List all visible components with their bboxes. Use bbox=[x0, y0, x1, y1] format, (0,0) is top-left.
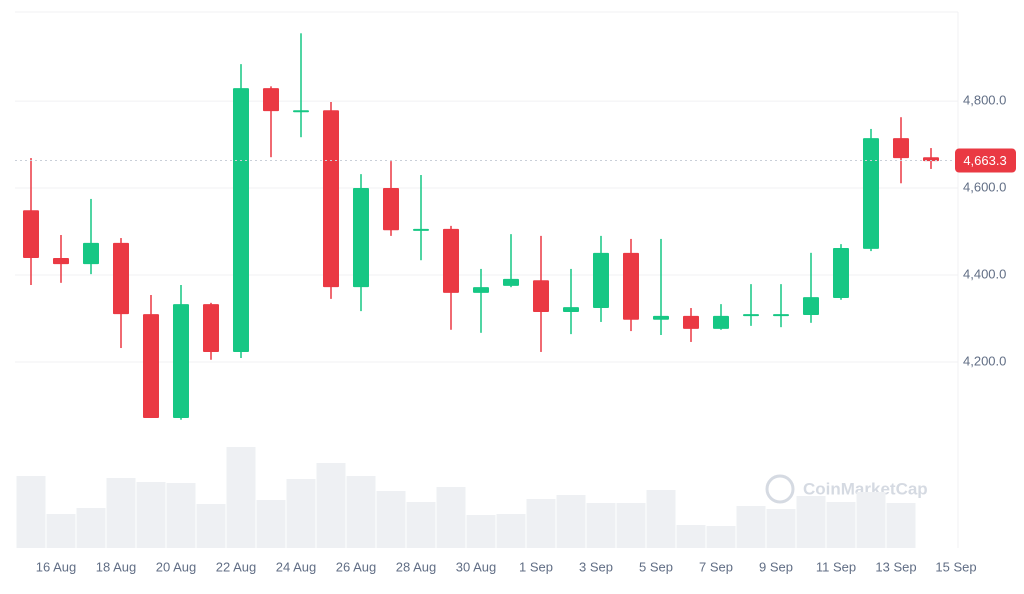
volume-bar bbox=[106, 478, 136, 548]
x-tick-label: 26 Aug bbox=[336, 559, 377, 574]
volume-bar bbox=[556, 495, 586, 548]
candle-body bbox=[323, 110, 339, 288]
volume-bar bbox=[706, 526, 736, 548]
candle-body bbox=[23, 210, 39, 259]
candle-body bbox=[653, 315, 669, 320]
candle-body bbox=[83, 242, 99, 265]
candle-body bbox=[443, 228, 459, 293]
volume-bar bbox=[736, 506, 766, 548]
volume-bar bbox=[796, 496, 826, 548]
x-tick-label: 18 Aug bbox=[96, 559, 137, 574]
x-tick-label: 1 Sep bbox=[519, 559, 553, 574]
volume-bar bbox=[616, 503, 646, 548]
volume-bar bbox=[136, 482, 166, 548]
candle-body bbox=[353, 188, 369, 288]
x-tick-label: 30 Aug bbox=[456, 559, 497, 574]
volume-bar bbox=[586, 503, 616, 548]
x-tick-label: 13 Sep bbox=[875, 559, 916, 574]
candle-body bbox=[803, 297, 819, 315]
volume-bar bbox=[346, 476, 376, 548]
volume-bar bbox=[886, 503, 916, 548]
watermark-logo bbox=[765, 474, 795, 504]
volume-bar bbox=[406, 502, 436, 548]
candle-body bbox=[113, 242, 129, 315]
y-tick-label: 4,400.0 bbox=[963, 266, 1006, 281]
x-tick-label: 11 Sep bbox=[816, 559, 856, 574]
volume-bar bbox=[166, 483, 196, 548]
current-price-label: 4,663.3 bbox=[963, 153, 1006, 168]
current-price-tag bbox=[955, 148, 1016, 173]
volume-bar bbox=[526, 499, 556, 548]
candle-body bbox=[833, 248, 849, 299]
volume-bar bbox=[316, 463, 346, 548]
volume-bar bbox=[766, 509, 796, 548]
candle-body bbox=[173, 304, 189, 419]
x-tick-label: 5 Sep bbox=[639, 559, 673, 574]
candle-body bbox=[233, 88, 249, 352]
candle-body bbox=[563, 307, 579, 312]
candle-body bbox=[293, 110, 309, 113]
volume-bar bbox=[256, 500, 286, 548]
x-tick-label: 28 Aug bbox=[396, 559, 437, 574]
x-tick-label: 9 Sep bbox=[759, 559, 793, 574]
watermark-text: CoinMarketCap bbox=[803, 479, 928, 498]
candle-body bbox=[533, 280, 549, 312]
candle-body bbox=[503, 278, 519, 286]
volume-bar bbox=[226, 447, 256, 548]
volume-bar bbox=[286, 479, 316, 548]
volume-bar bbox=[826, 502, 856, 548]
x-tick-label: 22 Aug bbox=[216, 559, 257, 574]
x-tick-label: 15 Sep bbox=[935, 559, 976, 574]
volume-bar bbox=[46, 514, 76, 548]
y-tick-label: 4,800.0 bbox=[963, 93, 1006, 108]
volume-bar bbox=[466, 515, 496, 548]
candle-body bbox=[383, 188, 399, 231]
candle-body bbox=[593, 252, 609, 309]
candle-body bbox=[413, 228, 429, 231]
candle-body bbox=[743, 314, 759, 317]
x-tick-label: 24 Aug bbox=[276, 559, 317, 574]
candle-body bbox=[683, 315, 699, 329]
x-tick-label: 16 Aug bbox=[36, 559, 77, 574]
x-tick-label: 20 Aug bbox=[156, 559, 197, 574]
x-tick-label: 3 Sep bbox=[579, 559, 613, 574]
volume-bar bbox=[676, 525, 706, 548]
volume-bar bbox=[16, 476, 46, 548]
candle-body bbox=[53, 258, 69, 265]
candle-body bbox=[773, 314, 789, 317]
volume-bar bbox=[436, 487, 466, 548]
candle-body bbox=[143, 314, 159, 419]
volume-bar bbox=[856, 492, 886, 548]
candle-body bbox=[263, 88, 279, 112]
volume-bar bbox=[76, 508, 106, 548]
watermark: CoinMarketCap bbox=[765, 474, 928, 504]
volume-bar bbox=[196, 504, 226, 548]
y-tick-label: 4,200.0 bbox=[963, 353, 1006, 368]
volume-bar bbox=[646, 490, 676, 548]
candle-body bbox=[713, 315, 729, 329]
x-tick-label: 7 Sep bbox=[699, 559, 733, 574]
candle-body bbox=[863, 138, 879, 249]
volume-bar bbox=[496, 514, 526, 548]
candle-body bbox=[203, 304, 219, 352]
candle-body bbox=[473, 287, 489, 293]
volume-bar bbox=[376, 491, 406, 548]
candle-body bbox=[893, 138, 909, 159]
candle-body bbox=[623, 252, 639, 320]
y-tick-label: 4,600.0 bbox=[963, 179, 1006, 194]
